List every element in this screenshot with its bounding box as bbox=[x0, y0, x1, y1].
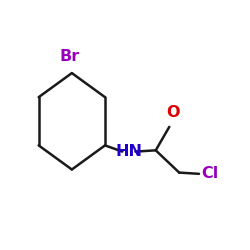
Text: Cl: Cl bbox=[202, 166, 219, 181]
Text: O: O bbox=[166, 105, 180, 120]
Text: HN: HN bbox=[115, 144, 142, 159]
Text: Br: Br bbox=[59, 50, 80, 64]
